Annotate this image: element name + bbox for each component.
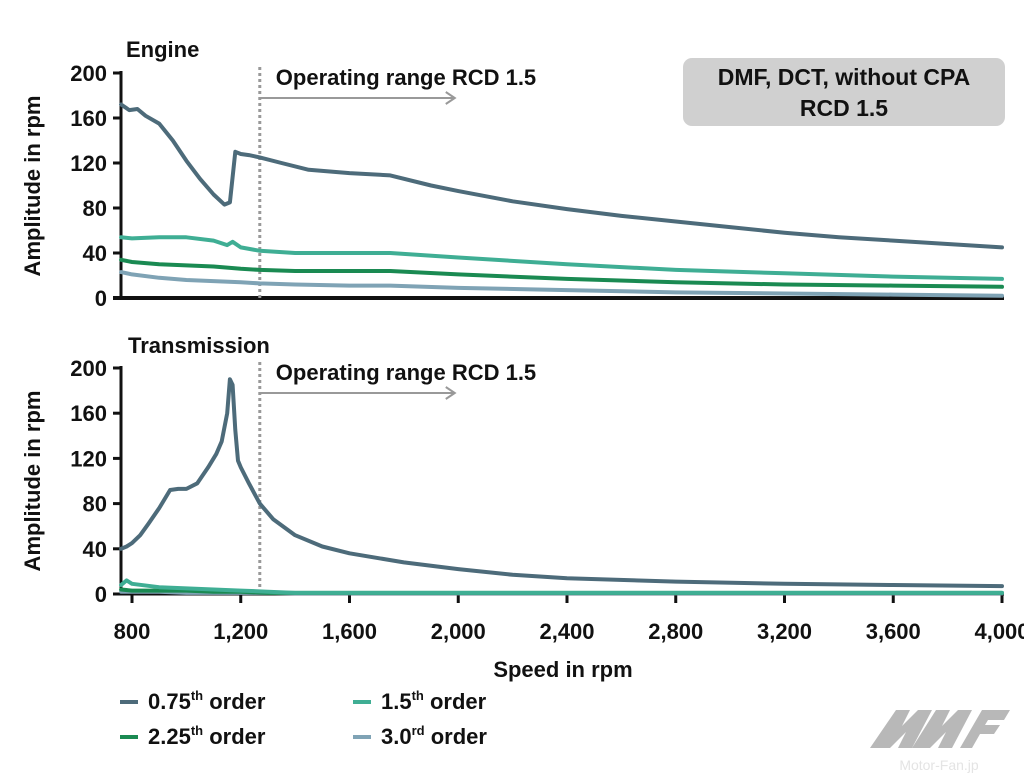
y-tick-label: 160 [70, 401, 107, 426]
x-tick-label: 1,600 [322, 619, 377, 644]
transmission-panel: Transmission Amplitude in rpm 0 40 80 120 16… [20, 333, 1024, 682]
info-box-bg [683, 58, 1005, 126]
x-tick-label: 2,000 [431, 619, 486, 644]
y-tick-label: 80 [83, 492, 107, 517]
transmission-y-ticks: 0 40 80 120 160 200 [70, 356, 121, 607]
x-tick-label: 3,600 [866, 619, 921, 644]
legend-item: 0.75th order [120, 688, 266, 714]
legend-item: 2.25th order [120, 723, 266, 749]
legend-item: 3.0rd order [353, 723, 487, 749]
engine-y-ticks: 0 40 80 120 160 200 [70, 61, 121, 311]
info-box-line-2: RCD 1.5 [800, 95, 888, 121]
series-line-0-75th-order [119, 377, 1004, 589]
transmission-operating-range-arrow [259, 386, 457, 400]
motor-fan-watermark: Motor-Fan.jp [870, 710, 1010, 773]
y-tick-label: 0 [95, 582, 107, 607]
transmission-title: Transmission [128, 333, 270, 358]
series-line-3-0rd-order [119, 270, 1004, 298]
series-line-0-75th-order [119, 102, 1004, 250]
x-tick-label: 2,800 [648, 619, 703, 644]
y-tick-label: 120 [70, 446, 107, 471]
mf-logo-icon [870, 710, 1010, 748]
y-tick-label: 0 [95, 286, 107, 311]
engine-operating-range-arrow [259, 91, 457, 105]
watermark-text: Motor-Fan.jp [899, 757, 979, 773]
series-line-2-25th-order [119, 257, 1004, 289]
info-box: DMF, DCT, without CPA RCD 1.5 [683, 58, 1005, 126]
arrow-head-icon [445, 91, 457, 105]
series-line-1-5th-order [119, 578, 1004, 595]
legend: 0.75th order 1.5th order 2.25th order 3.0rd… [120, 688, 487, 749]
y-tick-label: 160 [70, 106, 107, 131]
engine-panel: Engine Amplitude in rpm 0 40 80 120 160 200 O… [20, 37, 1005, 311]
legend-label: 3.0rd order [381, 723, 487, 749]
x-axis-label: Speed in rpm [493, 657, 632, 682]
engine-operating-range-label: Operating range RCD 1.5 [276, 65, 536, 90]
engine-ylabel: Amplitude in rpm [20, 96, 45, 277]
x-tick-label: 800 [114, 619, 151, 644]
y-tick-label: 200 [70, 61, 107, 86]
transmission-operating-range-label: Operating range RCD 1.5 [276, 360, 536, 385]
arrow-head-icon [445, 386, 457, 400]
legend-label: 0.75th order [148, 688, 266, 714]
engine-title: Engine [126, 37, 199, 62]
legend-label: 2.25th order [148, 723, 266, 749]
y-tick-label: 200 [70, 356, 107, 381]
transmission-x-ticks: 800 1,200 1,600 2,000 2,400 2,800 3,200 3,600 4,… [114, 594, 1024, 644]
y-tick-label: 40 [83, 241, 107, 266]
x-tick-label: 4,000 [974, 619, 1024, 644]
x-tick-label: 3,200 [757, 619, 812, 644]
transmission-ylabel: Amplitude in rpm [20, 391, 45, 572]
x-tick-label: 2,400 [539, 619, 594, 644]
engine-series [119, 102, 1004, 298]
y-tick-label: 120 [70, 151, 107, 176]
x-tick-label: 1,200 [213, 619, 268, 644]
info-box-line-1: DMF, DCT, without CPA [718, 64, 971, 90]
series-line-1-5th-order [119, 235, 1004, 281]
y-tick-label: 40 [83, 537, 107, 562]
legend-label: 1.5th order [381, 688, 487, 714]
transmission-series [119, 377, 1004, 596]
y-tick-label: 80 [83, 196, 107, 221]
legend-item: 1.5th order [353, 688, 487, 714]
